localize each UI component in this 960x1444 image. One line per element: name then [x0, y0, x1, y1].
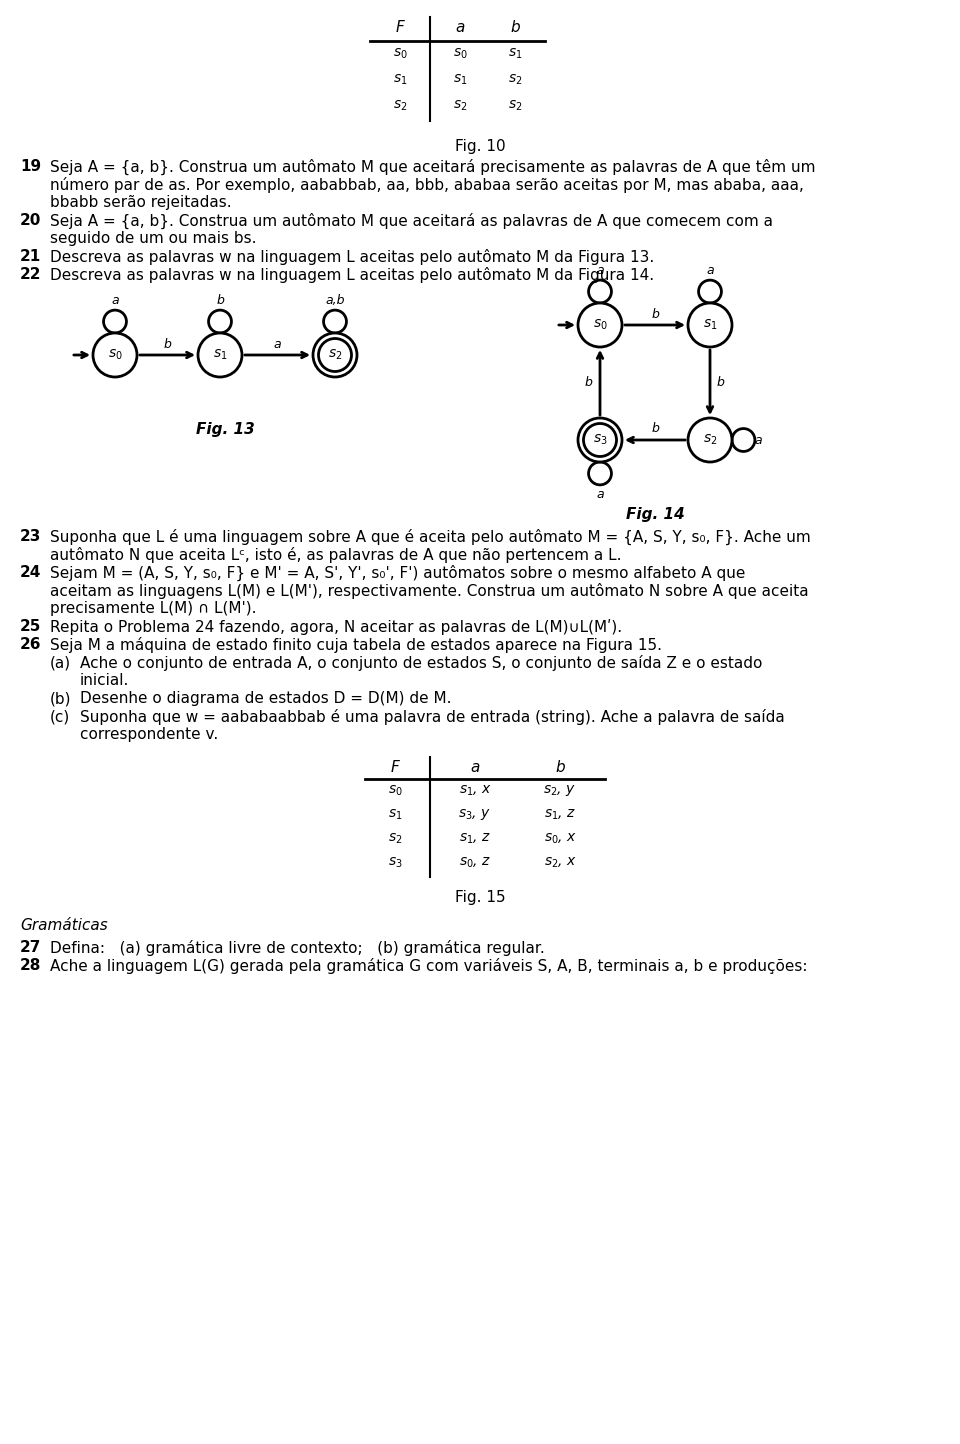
Text: b: b — [584, 375, 592, 388]
Text: Gramáticas: Gramáticas — [20, 918, 108, 933]
Text: Seja A = {a, b}. Construa um autômato M que aceitará as palavras de A que comece: Seja A = {a, b}. Construa um autômato M … — [50, 214, 773, 230]
Text: 22: 22 — [20, 267, 41, 282]
Text: inicial.: inicial. — [80, 673, 130, 687]
Text: 25: 25 — [20, 619, 41, 634]
Text: aceitam as linguagens L(M) e L(M'), respectivamente. Construa um autômato N sobr: aceitam as linguagens L(M) e L(M'), resp… — [50, 583, 808, 599]
Text: $s_3$, y: $s_3$, y — [459, 807, 492, 823]
Text: $s_0$: $s_0$ — [452, 46, 468, 61]
Text: Fig. 14: Fig. 14 — [626, 507, 684, 521]
Text: $s_2$: $s_2$ — [393, 98, 407, 113]
Text: (a): (a) — [50, 656, 71, 670]
Text: Repita o Problema 24 fazendo, agora, N aceitar as palavras de L(M)∪L(Mʹ).: Repita o Problema 24 fazendo, agora, N a… — [50, 619, 622, 635]
Text: $s_1$: $s_1$ — [453, 72, 468, 87]
Text: a,b: a,b — [325, 295, 345, 308]
Circle shape — [313, 334, 357, 377]
Text: $s_2$: $s_2$ — [388, 832, 402, 846]
Text: (b): (b) — [50, 692, 71, 706]
Text: 24: 24 — [20, 565, 41, 580]
Text: $s_1$: $s_1$ — [703, 318, 717, 332]
Text: b: b — [651, 308, 659, 321]
Text: (c): (c) — [50, 709, 70, 723]
Circle shape — [93, 334, 137, 377]
Text: 27: 27 — [20, 940, 41, 954]
Text: $s_2$, y: $s_2$, y — [543, 784, 577, 799]
Text: Suponha que L é uma linguagem sobre A que é aceita pelo autômato M = {A, S, Y, s: Suponha que L é uma linguagem sobre A qu… — [50, 529, 811, 546]
Text: Sejam M = (A, S, Y, s₀, F} e M' = A, S', Y', s₀', F') autômatos sobre o mesmo al: Sejam M = (A, S, Y, s₀, F} e M' = A, S',… — [50, 565, 745, 580]
Text: Suponha que w = aababaabbab é uma palavra de entrada (string). Ache a palavra de: Suponha que w = aababaabbab é uma palavr… — [80, 709, 784, 725]
Text: $s_0$: $s_0$ — [592, 318, 608, 332]
Text: correspondente v.: correspondente v. — [80, 726, 218, 742]
Text: $s_0$: $s_0$ — [393, 46, 407, 61]
Circle shape — [198, 334, 242, 377]
Text: b: b — [510, 20, 519, 36]
Text: Seja M a máquina de estado finito cuja tabela de estados aparece na Figura 15.: Seja M a máquina de estado finito cuja t… — [50, 637, 662, 653]
Text: Fig. 10: Fig. 10 — [455, 139, 505, 155]
Text: F: F — [396, 20, 404, 36]
Text: $s_1$: $s_1$ — [388, 807, 402, 822]
Text: F: F — [391, 760, 399, 774]
Text: $s_1$: $s_1$ — [508, 46, 522, 61]
Text: $s_2$: $s_2$ — [703, 433, 717, 448]
Text: b: b — [216, 295, 224, 308]
Text: autômato N que aceita Lᶜ, isto é, as palavras de A que não pertencem a L.: autômato N que aceita Lᶜ, isto é, as pal… — [50, 547, 621, 563]
Circle shape — [688, 303, 732, 347]
Text: a: a — [455, 20, 465, 36]
Text: precisamente L(M) ∩ L(M').: precisamente L(M) ∩ L(M'). — [50, 601, 256, 617]
Text: Ache a linguagem L(G) gerada pela gramática G com variáveis S, A, B, terminais a: Ache a linguagem L(G) gerada pela gramát… — [50, 957, 807, 975]
Text: a: a — [596, 264, 604, 277]
Text: $s_2$: $s_2$ — [508, 72, 522, 87]
Circle shape — [578, 417, 622, 462]
Text: a: a — [470, 760, 480, 774]
Circle shape — [688, 417, 732, 462]
Text: $s_1$, z: $s_1$, z — [544, 807, 576, 822]
Text: Descreva as palavras w na linguagem L aceitas pelo autômato M da Figura 14.: Descreva as palavras w na linguagem L ac… — [50, 267, 654, 283]
Text: Desenhe o diagrama de estados D = D(M) de M.: Desenhe o diagrama de estados D = D(M) d… — [80, 692, 451, 706]
Text: a: a — [707, 264, 714, 277]
Text: número par de as. Por exemplo, aababbab, aa, bbb, ababaa serão aceitas por M, ma: número par de as. Por exemplo, aababbab,… — [50, 178, 804, 193]
Text: b: b — [651, 423, 659, 436]
Text: b: b — [163, 338, 172, 351]
Text: a: a — [754, 433, 761, 446]
Circle shape — [578, 303, 622, 347]
Text: $s_2$: $s_2$ — [327, 348, 342, 362]
Text: $s_1$, x: $s_1$, x — [459, 784, 492, 799]
Text: $s_0$: $s_0$ — [108, 348, 122, 362]
Text: bbabb serão rejeitadas.: bbabb serão rejeitadas. — [50, 195, 231, 209]
Text: a: a — [274, 338, 281, 351]
Text: b: b — [716, 375, 724, 388]
Text: $s_3$: $s_3$ — [592, 433, 608, 448]
Text: $s_3$: $s_3$ — [388, 856, 402, 871]
Text: Seja A = {a, b}. Construa um autômato M que aceitará precisamente as palavras de: Seja A = {a, b}. Construa um autômato M … — [50, 159, 815, 175]
Text: 23: 23 — [20, 529, 41, 544]
Text: 26: 26 — [20, 637, 41, 653]
Text: Defina:   (a) gramática livre de contexto;   (b) gramática regular.: Defina: (a) gramática livre de contexto;… — [50, 940, 544, 956]
Text: a: a — [111, 295, 119, 308]
Text: $s_2$: $s_2$ — [508, 98, 522, 113]
Text: Ache o conjunto de entrada A, o conjunto de estados S, o conjunto de saída Z e o: Ache o conjunto de entrada A, o conjunto… — [80, 656, 762, 671]
Text: $s_1$, z: $s_1$, z — [459, 832, 492, 846]
Text: Fig. 15: Fig. 15 — [455, 890, 505, 905]
Text: $s_1$: $s_1$ — [213, 348, 228, 362]
Text: Descreva as palavras w na linguagem L aceitas pelo autômato M da Figura 13.: Descreva as palavras w na linguagem L ac… — [50, 248, 655, 266]
Text: seguido de um ou mais bs.: seguido de um ou mais bs. — [50, 231, 256, 245]
Text: $s_0$, z: $s_0$, z — [459, 856, 492, 871]
Text: Fig. 13: Fig. 13 — [196, 422, 254, 438]
Text: 28: 28 — [20, 957, 41, 973]
Text: $s_1$: $s_1$ — [393, 72, 407, 87]
Text: $s_0$: $s_0$ — [388, 784, 402, 799]
Text: b: b — [555, 760, 564, 774]
Text: a: a — [596, 488, 604, 501]
Text: $s_2$: $s_2$ — [453, 98, 468, 113]
Text: $s_0$, x: $s_0$, x — [543, 832, 576, 846]
Text: 19: 19 — [20, 159, 41, 173]
Text: $s_2$, x: $s_2$, x — [543, 856, 576, 871]
Text: 20: 20 — [20, 214, 41, 228]
Text: 21: 21 — [20, 248, 41, 264]
